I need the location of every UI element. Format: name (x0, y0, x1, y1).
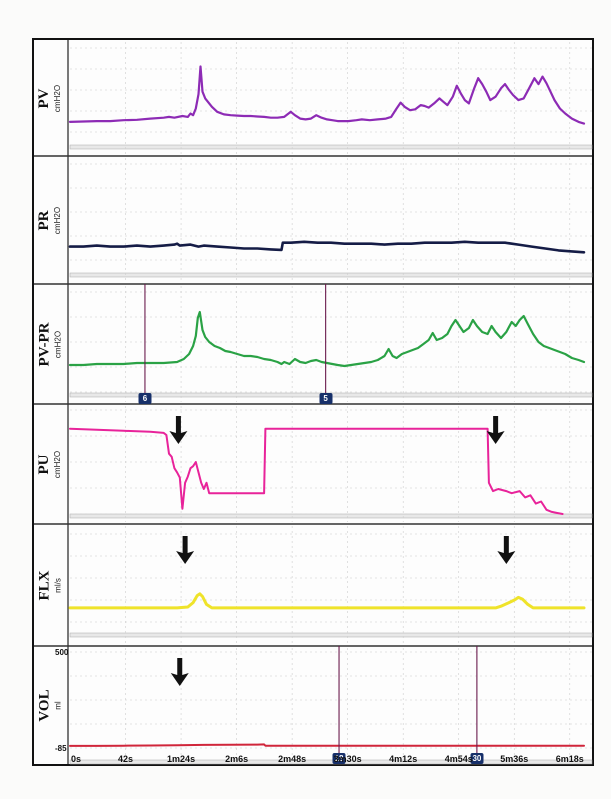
channel-label-flx: FLX ml/s (32, 524, 68, 646)
panel-rail (69, 759, 593, 765)
channel-label-pv: PV cmH2O (32, 40, 68, 156)
x-tick-label: 0s (70, 754, 82, 764)
channel-unit: ml/s (53, 577, 63, 593)
panel-rail (69, 272, 593, 278)
trace-pv (68, 65, 586, 125)
trace-pu (69, 427, 564, 515)
channel-name: PU (36, 454, 53, 474)
x-tick-label: 42s (118, 754, 134, 764)
trace-pr (68, 240, 586, 254)
channel-label-pr: PR cmH2O (32, 156, 68, 284)
trace-pv-pr (68, 310, 586, 368)
panel-rail (69, 513, 593, 519)
event-marker-badge: 5 (319, 393, 333, 404)
x-tick-label: 5m36s (500, 754, 529, 764)
annotation-arrow (170, 658, 189, 686)
event-marker-badge: 30 (470, 753, 484, 764)
trace-flx (68, 592, 586, 610)
x-tick-label: 1m24s (167, 754, 196, 764)
channel-name: FLX (36, 570, 53, 600)
x-tick-label: 2m6s (225, 754, 249, 764)
y-tick-label: 500 (55, 648, 69, 657)
x-tick-label: 4m12s (389, 754, 418, 764)
event-marker-badge: 6 (138, 393, 152, 404)
channel-unit: cmH2O (53, 84, 63, 112)
channel-label-pv-pr: PV-PR cmH2O (32, 284, 68, 404)
event-marker-badge: 18 (332, 753, 346, 764)
channel-name: PV-PR (36, 322, 53, 366)
annotation-arrow (497, 536, 516, 564)
channel-unit: cmH2O (53, 450, 63, 478)
x-tick-label: 4m54s (444, 754, 473, 764)
x-tick-label: 6m18s (555, 754, 584, 764)
x-tick-label: 3m30s (333, 754, 362, 764)
panel-rail (69, 144, 593, 150)
trace-vol (69, 743, 585, 747)
y-tick-label: -85 (55, 744, 67, 753)
x-tick-label: 2m48s (278, 754, 307, 764)
channel-name: VOL (36, 688, 53, 722)
annotation-arrow (486, 416, 505, 444)
channel-name: PV (36, 88, 53, 108)
channel-unit: cmH2O (53, 330, 63, 358)
panel-rail (69, 632, 593, 638)
channel-name: PR (36, 210, 53, 230)
annotation-arrow (169, 416, 188, 444)
channel-label-pu: PU cmH2O (32, 404, 68, 524)
annotation-arrow (176, 536, 195, 564)
channel-unit: ml (53, 700, 63, 710)
channel-unit: cmH2O (53, 206, 63, 234)
